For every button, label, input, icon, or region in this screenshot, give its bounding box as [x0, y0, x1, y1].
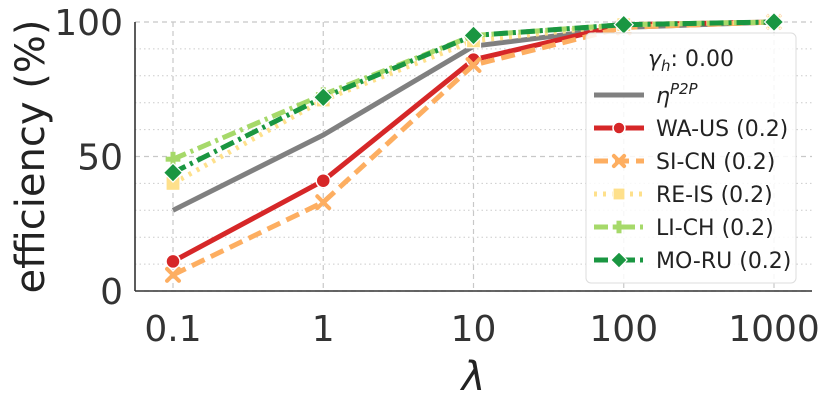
- x-tick-label: 1000: [728, 309, 820, 350]
- legend: γh: 0.00 ηP2P WA-US (0.2) SI-CN (0.2) RE-IS …: [585, 32, 797, 284]
- data-point: [165, 253, 181, 270]
- y-tick-label: 100: [54, 3, 123, 44]
- legend-swatch-marker: [610, 251, 628, 269]
- y-tick-label: 50: [77, 138, 123, 179]
- series-5: [162, 11, 785, 183]
- y-axis-title: efficiency (%): [8, 20, 54, 294]
- data-point: [315, 194, 332, 211]
- data-point: [165, 266, 181, 283]
- legend-swatch-marker: [612, 187, 626, 201]
- x-tick-label: 1: [312, 309, 335, 350]
- data-point: [465, 57, 482, 73]
- legend-title: γh: 0.00: [648, 47, 734, 75]
- data-point: [763, 11, 785, 33]
- legend-swatch-marker: [612, 121, 626, 135]
- legend-label: ηP2P: [656, 80, 699, 109]
- data-point: [162, 162, 184, 183]
- data-point: [312, 87, 334, 108]
- data-point: [315, 172, 331, 189]
- x-tick-label: 10: [451, 309, 497, 350]
- legend-label: WA-US (0.2): [656, 117, 788, 142]
- x-tick-label: 100: [589, 309, 658, 350]
- legend-swatch-marker: [612, 220, 626, 234]
- legend-label: SI-CN (0.2): [656, 150, 775, 175]
- x-tick-label: 0.1: [144, 309, 201, 350]
- legend-label: MO-RU (0.2): [656, 249, 791, 274]
- legend-swatch-marker: [611, 153, 627, 169]
- x-axis-title: λ: [460, 354, 486, 400]
- y-tick-label: 0: [100, 272, 123, 313]
- legend-label: RE-IS (0.2): [656, 183, 773, 208]
- data-point: [463, 25, 484, 46]
- legend-label: LI-CH (0.2): [656, 216, 774, 241]
